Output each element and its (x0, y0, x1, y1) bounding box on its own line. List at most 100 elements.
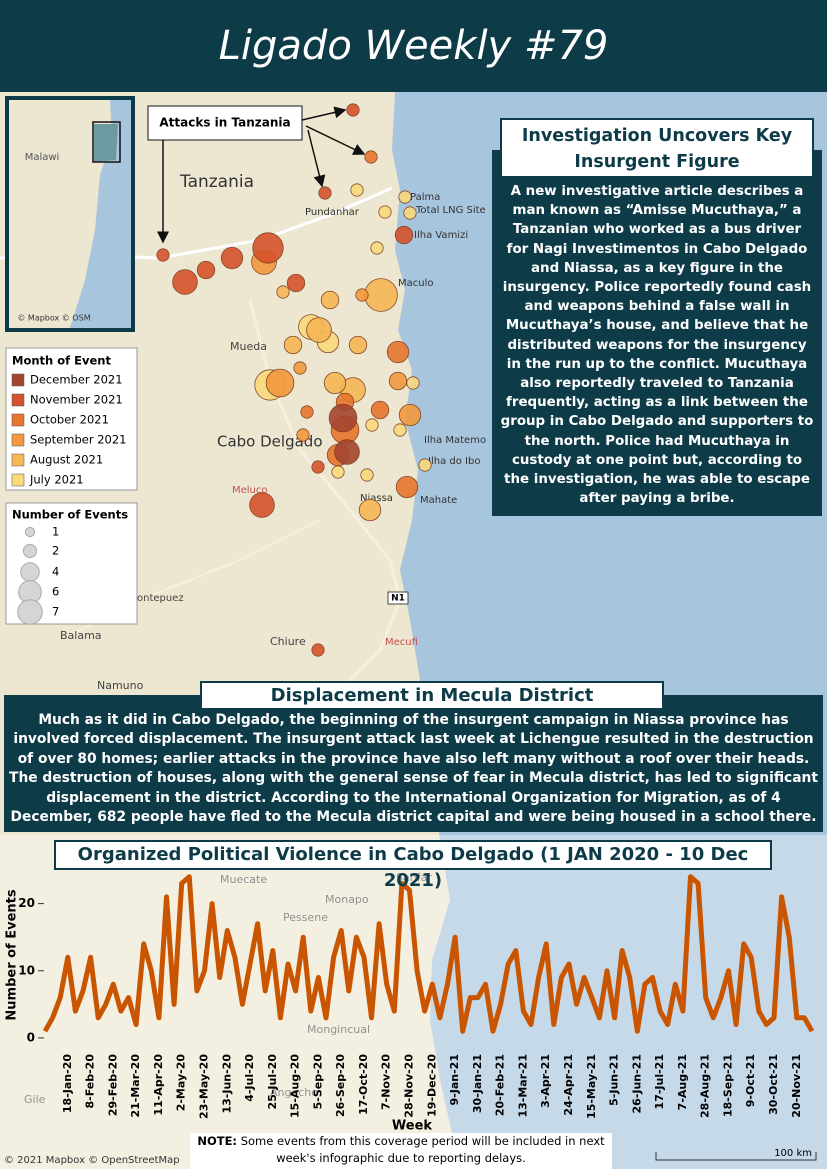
map-label: ontepuez (137, 593, 184, 604)
event-bubble (406, 376, 420, 390)
inset-region (94, 124, 118, 162)
x-tick-label: 3-Apr-21 (539, 1054, 552, 1108)
event-bubble (364, 150, 378, 164)
event-bubble (393, 423, 407, 437)
month-legend (5, 347, 138, 491)
y-tick-label: 0 (27, 1030, 35, 1044)
event-bubble (323, 371, 347, 395)
event-bubble (355, 288, 369, 302)
x-tick-label: 30-Oct-21 (767, 1054, 780, 1115)
x-tick-label: 7-Nov-20 (380, 1054, 393, 1110)
map-label: Tanzania (179, 172, 254, 192)
legend-label: October 2021 (30, 413, 109, 427)
legend-swatch (11, 453, 25, 467)
map-label: Ilha Matemo (424, 435, 486, 446)
event-bubble (293, 361, 307, 375)
x-axis-label: Week (392, 1119, 433, 1134)
legend-swatch (11, 373, 25, 387)
event-bubble (283, 335, 303, 355)
event-bubble (370, 241, 384, 255)
event-bubble (320, 290, 340, 310)
road-label: N1 (391, 594, 405, 604)
map-label: Chiure (270, 635, 306, 648)
legend-swatch (11, 473, 25, 487)
x-tick-label: 23-May-20 (197, 1054, 210, 1119)
event-bubble (252, 232, 284, 264)
legend-label: September 2021 (30, 433, 127, 447)
map-label: Niassa (360, 493, 393, 504)
x-tick-label: 5-Sep-20 (311, 1054, 324, 1110)
event-bubble (398, 403, 422, 427)
size-label: 7 (52, 605, 59, 619)
x-tick-label: 9-Oct-21 (744, 1054, 757, 1107)
event-bubble (365, 418, 379, 432)
note-text: Some events from this coverage period wi… (240, 1134, 605, 1165)
inset-label: Malawi (25, 152, 60, 163)
x-tick-label: 15-May-21 (585, 1054, 598, 1119)
map-label: Muecate (220, 873, 267, 886)
x-tick-label: 30-Jan-21 (471, 1054, 484, 1113)
callout: Attacks in Tanzania (159, 116, 290, 130)
scale-bar (655, 1152, 817, 1161)
event-bubble (172, 269, 198, 295)
map-label: Namuno (97, 679, 144, 692)
inset-land (9, 100, 112, 328)
event-bubble (394, 225, 414, 245)
investigation-text: A new investigative article describes a … (500, 184, 814, 507)
x-tick-label: 29-Feb-20 (106, 1054, 119, 1116)
x-tick-label: 17-Oct-20 (357, 1054, 370, 1115)
event-bubble (300, 405, 314, 419)
x-tick-label: 28-Aug-21 (699, 1054, 712, 1118)
event-bubble (328, 403, 358, 433)
event-bubble (331, 465, 345, 479)
event-bubble (249, 492, 275, 518)
x-tick-label: 18-Jan-20 (61, 1054, 74, 1113)
inset-attribution: © Mapbox © OSM (17, 314, 90, 323)
legend-label: November 2021 (30, 393, 123, 407)
legend-label: August 2021 (30, 453, 103, 467)
x-tick-label: 18-Sep-21 (721, 1054, 734, 1117)
size-swatch (22, 543, 38, 559)
event-bubble (395, 475, 419, 499)
size-label: 4 (52, 565, 59, 579)
x-tick-label: 26-Sep-20 (334, 1054, 347, 1117)
event-bubble (286, 273, 306, 293)
legend-title: Month of Event (12, 354, 111, 368)
event-bubble (306, 317, 332, 343)
event-bubble (334, 439, 360, 465)
legend-title: Number of Events (12, 508, 128, 522)
map-label: Ilha Vamizi (414, 230, 468, 241)
event-bubble (318, 186, 332, 200)
x-tick-label: 25-Jul-20 (266, 1054, 279, 1110)
map-label: Monapo (325, 893, 369, 906)
map-label: Meluco (232, 485, 268, 496)
size-swatch (17, 599, 43, 625)
x-tick-label: 21-Mar-20 (129, 1054, 142, 1118)
size-label: 6 (52, 585, 59, 599)
map-label: Palma (410, 192, 440, 203)
x-tick-label: 17-Jul-21 (653, 1054, 666, 1109)
attribution: © 2021 Mapbox © OpenStreetMap (4, 1155, 180, 1166)
x-tick-label: 20-Nov-21 (790, 1054, 803, 1118)
size-swatch (20, 562, 40, 582)
map-label: Mecufi (385, 637, 418, 648)
y-tick-label: 20 (18, 896, 35, 910)
x-tick-label: 11-Apr-20 (152, 1054, 165, 1116)
event-bubble (370, 400, 390, 420)
x-tick-label: 2-May-20 (175, 1054, 188, 1112)
map-label: Angoche (270, 1086, 318, 1099)
map-label: Pessene (283, 911, 328, 924)
scale-label: 100 km (774, 1148, 812, 1159)
legend-swatch (11, 413, 25, 427)
event-bubble (358, 498, 382, 522)
event-bubble (311, 460, 325, 474)
event-bubble (156, 248, 170, 262)
event-bubble (403, 206, 417, 220)
y-axis-label: Number of Events (5, 889, 20, 1020)
x-tick-label: 20-Feb-21 (494, 1054, 507, 1116)
bubbles (156, 103, 432, 657)
event-bubble (350, 183, 364, 197)
x-tick-label: 15-Aug-20 (289, 1054, 302, 1118)
x-tick-label: 13-Jun-20 (220, 1054, 233, 1114)
